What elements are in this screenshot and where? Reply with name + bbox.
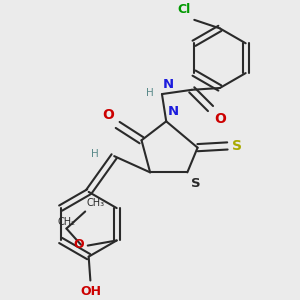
Text: H: H bbox=[146, 88, 153, 98]
Text: CH₃: CH₃ bbox=[86, 198, 104, 208]
Text: N: N bbox=[168, 105, 179, 118]
Text: N: N bbox=[163, 78, 174, 91]
Text: H: H bbox=[91, 149, 99, 159]
Text: S: S bbox=[191, 178, 200, 190]
Text: Cl: Cl bbox=[178, 4, 191, 16]
Text: O: O bbox=[74, 238, 84, 251]
Text: S: S bbox=[232, 139, 242, 153]
Text: CH₂: CH₂ bbox=[58, 217, 76, 227]
Text: OH: OH bbox=[80, 285, 101, 298]
Text: O: O bbox=[102, 107, 114, 122]
Text: O: O bbox=[214, 112, 226, 126]
